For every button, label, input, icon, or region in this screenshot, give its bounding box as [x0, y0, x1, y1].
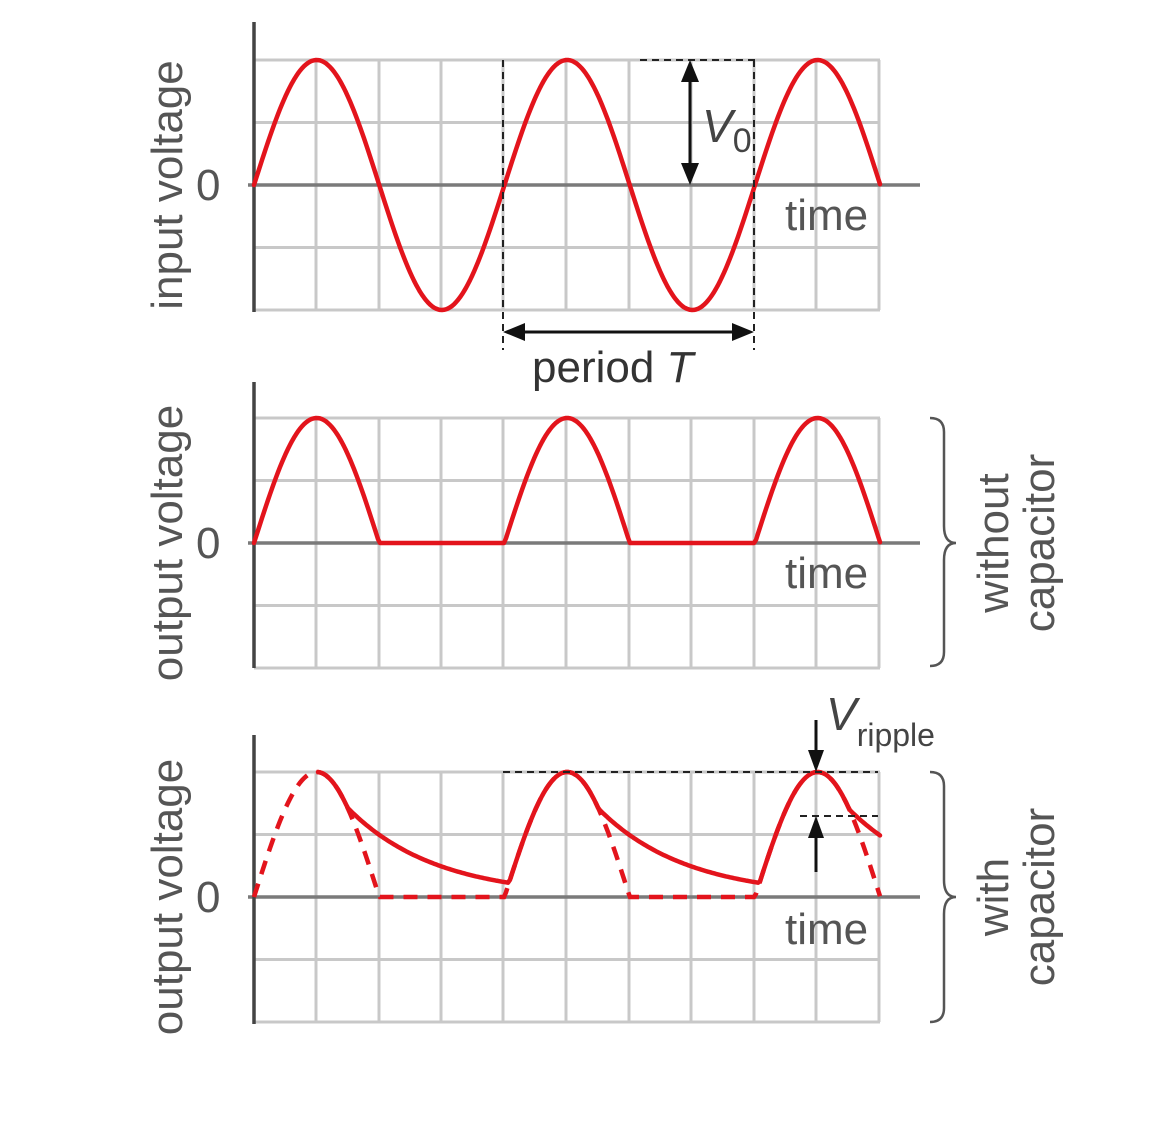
- ripple-arrowhead-up: [808, 816, 824, 838]
- ripple-label: Vripple: [826, 688, 935, 753]
- period-symbol: T: [667, 343, 697, 392]
- y-axis-label-top: input voltage: [143, 60, 192, 310]
- amplitude-subscript: 0: [733, 122, 752, 160]
- panel-output-with-capacitor: Vripple 0 time output voltage with capac…: [143, 688, 1064, 1035]
- zero-label-middle: 0: [196, 519, 220, 568]
- brace-with-capacitor: [929, 770, 957, 1024]
- ripple-arrowhead-down: [808, 750, 824, 772]
- brace-without-capacitor: [929, 416, 957, 668]
- amplitude-label: V0: [702, 100, 752, 160]
- zero-label-top: 0: [196, 161, 220, 210]
- amplitude-arrowhead-down: [681, 163, 699, 185]
- panel-input-voltage: V0 period T 0 time input voltage: [143, 22, 920, 392]
- period-label: period T: [532, 343, 697, 392]
- without-capacitor-line2: capacitor: [1015, 454, 1064, 633]
- time-label-bottom: time: [785, 905, 868, 954]
- smoothed-output-wave: [315, 769, 883, 885]
- zero-label-bottom: 0: [196, 873, 220, 922]
- y-axis-label-middle: output voltage: [143, 405, 192, 681]
- panel-output-without-capacitor: 0 time output voltage without capacitor: [143, 382, 1064, 681]
- period-arrowhead-right: [732, 323, 754, 341]
- ripple-symbol: V: [826, 688, 861, 740]
- amplitude-arrowhead-up: [681, 60, 699, 82]
- with-capacitor-line1: with: [969, 858, 1018, 937]
- time-label-middle: time: [785, 549, 868, 598]
- input-sine-wave: [251, 57, 883, 313]
- without-capacitor-line1: without: [969, 473, 1018, 613]
- rectified-wave: [251, 415, 883, 546]
- time-label-top: time: [785, 191, 868, 240]
- with-capacitor-line2: capacitor: [1015, 808, 1064, 987]
- period-text: period: [532, 343, 667, 392]
- amplitude-symbol: V: [702, 100, 737, 152]
- ripple-subscript: ripple: [857, 717, 935, 753]
- period-arrowhead-left: [503, 323, 525, 341]
- y-axis-label-bottom: output voltage: [143, 759, 192, 1035]
